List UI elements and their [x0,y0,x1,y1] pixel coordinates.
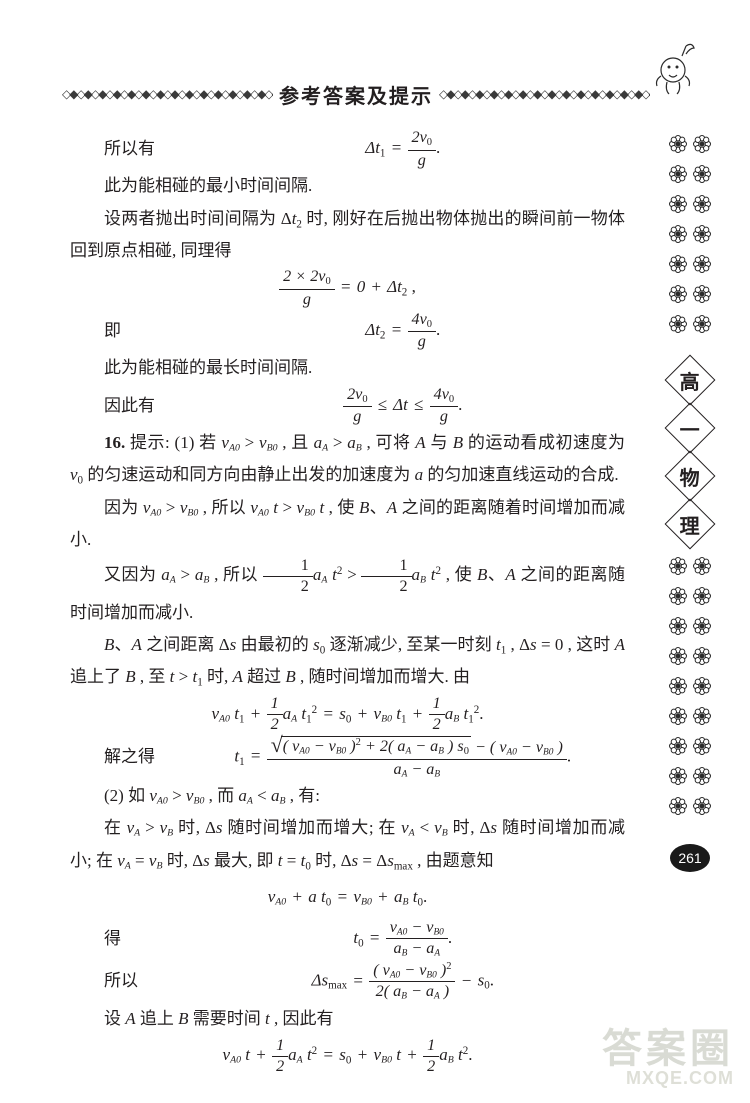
para: 设两者抛出时间间隔为 Δt2 时, 刚好在后抛出物体抛出的瞬间前一物体回到原点相… [70,203,625,268]
sidebar: 高 一 物 理 [662,128,718,872]
watermark-text: 答案圈 [602,1016,734,1074]
watermark: 答案圈 MXQE.COM [602,1016,734,1089]
page-header: ◇◆◇◆◇◆◇◆◇◆◇◆◇◆◇◆◇◆◇◆◇◆◇◆◇◆◇◆◇◆◇◆ 参考答案及提示… [62,78,650,110]
para: 因为 vA0 > vB0 , 所以 vA0 t > vB0 t , 使 B、A … [70,492,625,557]
para: (2) 如 vA0 > vB0 , 而 aA < aB , 有: [70,780,625,812]
header-ornament-right: ◇◆◇◆◇◆◇◆◇◆◇◆◇◆◇◆◇◆◇◆◇◆◇◆◇◆◇◆◇◆◇◆ [439,87,650,102]
label-char: 物 [680,462,700,491]
line-lead: 得 [70,923,181,955]
equation: vA0 + a t0 = vB0 + aB t0. [70,877,625,918]
equation: vA0 t + 12aA t2 = s0 + vB0 t + 12aB t2. [70,1035,625,1076]
equation: t0 = vA0 − vB0 aB − aA . [181,918,626,960]
line-lead: 所以 [70,965,181,997]
page-number: 261 [670,844,710,872]
para: 此为能相碰的最小时间间隔. [70,170,625,202]
para: 设 A 追上 B 需要时间 t , 因此有 [70,1003,625,1035]
para: 16. 提示: (1) 若 vA0 > vB0 , 且 aA > aB , 可将… [70,427,625,492]
watermark-url: MXQE.COM [602,1068,734,1089]
page-title: 参考答案及提示 [273,80,439,109]
equation: 2v0g ≤ Δt ≤ 4v0g. [181,385,626,427]
para: B、A 之间距离 Δs 由最初的 s0 逐渐减少, 至某一时刻 t1 , Δs … [70,629,625,694]
label-char: 高 [680,366,700,395]
line-lead: 因此有 [70,390,181,422]
para: 又因为 aA > aB , 所以 12aA t2 > 12aB t2 , 使 B… [70,556,625,629]
line-lead: 所以有 [70,133,181,165]
mascot-icon [648,40,698,96]
header-ornament-left: ◇◆◇◆◇◆◇◆◇◆◇◆◇◆◇◆◇◆◇◆◇◆◇◆◇◆◇◆◇◆◇◆ [62,87,273,102]
label-char: 理 [680,510,700,539]
line-lead: 解之得 [70,741,181,773]
equation: Δt1 = 2v0g. [181,128,626,170]
content: 所以有 Δt1 = 2v0g. 此为能相碰的最小时间间隔. 设两者抛出时间间隔为… [70,128,625,1077]
line-lead: 即 [70,315,181,347]
equation: vA0 t1 + 12aA t12 = s0 + vB0 t1 + 12aB t… [70,694,625,735]
equation: t1 = √( vA0 − vB0 )2 + 2( aA − aB ) s0 −… [181,735,626,780]
ornament-flowers-top [662,134,718,334]
label-char: 一 [680,414,700,443]
equation: Δsmax = ( vA0 − vB0 )2 2( aB − aA ) − s0… [181,960,626,1003]
para: 此为能相碰的最长时间间隔. [70,352,625,384]
para: 在 vA > vB 时, Δs 随时间增加而增大; 在 vA < vB 时, Δ… [70,812,625,877]
equation: 2 × 2v0g = 0 + Δt2 , [70,267,625,309]
ornament-flowers-bottom [662,556,718,816]
equation: Δt2 = 4v0g. [181,310,626,352]
subject-label: 高 一 物 理 [662,362,718,542]
